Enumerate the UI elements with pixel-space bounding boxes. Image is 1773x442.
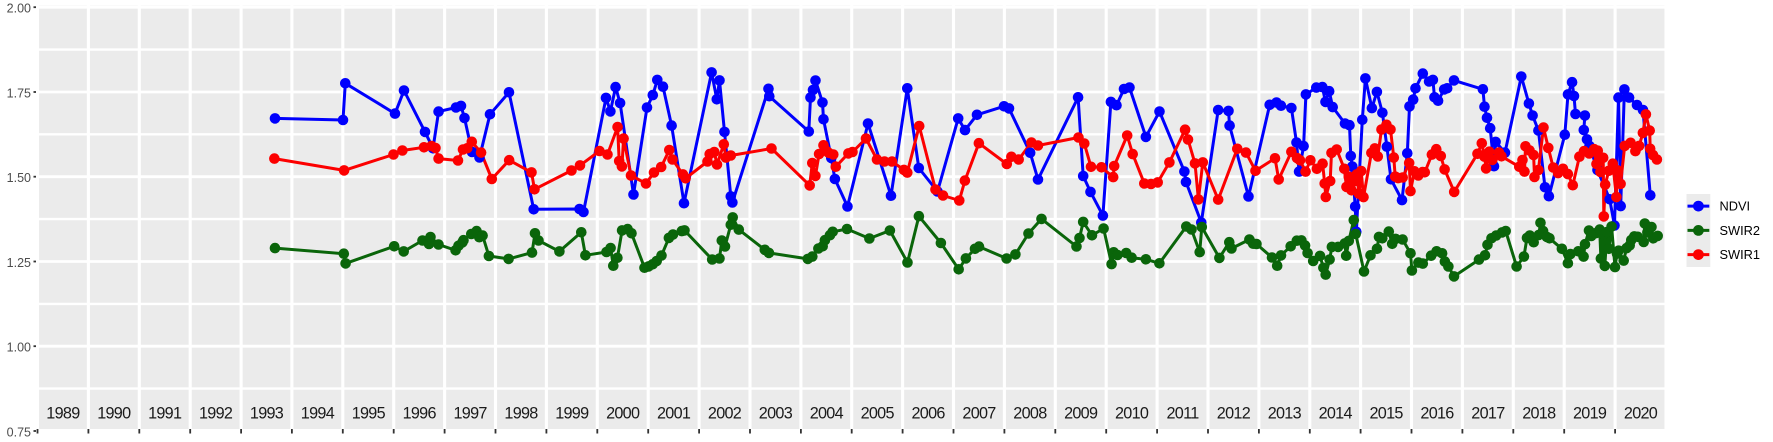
svg-text:2008: 2008 — [1013, 405, 1047, 423]
svg-text:2010: 2010 — [1115, 405, 1149, 423]
svg-text:SWIR2: SWIR2 — [1720, 223, 1761, 238]
svg-text:0.75: 0.75 — [7, 425, 31, 439]
svg-text:2013: 2013 — [1268, 405, 1302, 423]
svg-text:1999: 1999 — [555, 405, 589, 423]
svg-text:1.00: 1.00 — [7, 341, 31, 355]
svg-text:2020: 2020 — [1624, 405, 1658, 423]
svg-text:NDVI: NDVI — [1720, 199, 1751, 214]
svg-text:2014: 2014 — [1319, 405, 1353, 423]
svg-text:2012: 2012 — [1217, 405, 1251, 423]
svg-text:2009: 2009 — [1064, 405, 1098, 423]
svg-text:2019: 2019 — [1573, 405, 1607, 423]
svg-text:2005: 2005 — [861, 405, 895, 423]
svg-text:2000: 2000 — [606, 405, 640, 423]
svg-text:2003: 2003 — [759, 405, 793, 423]
svg-text:1998: 1998 — [504, 405, 538, 423]
svg-text:1989: 1989 — [46, 405, 80, 423]
svg-text:2.00: 2.00 — [7, 2, 31, 16]
svg-text:1992: 1992 — [199, 405, 233, 423]
svg-text:1.50: 1.50 — [7, 171, 31, 185]
svg-text:1993: 1993 — [250, 405, 284, 423]
svg-text:2001: 2001 — [657, 405, 691, 423]
svg-text:SWIR1: SWIR1 — [1720, 247, 1761, 262]
svg-text:2002: 2002 — [708, 405, 742, 423]
svg-text:1996: 1996 — [403, 405, 437, 423]
svg-text:1.75: 1.75 — [7, 86, 31, 100]
svg-text:2011: 2011 — [1166, 405, 1199, 423]
svg-text:2006: 2006 — [911, 405, 945, 423]
svg-text:1.25: 1.25 — [7, 256, 31, 270]
svg-text:2017: 2017 — [1471, 405, 1505, 423]
svg-text:2016: 2016 — [1420, 405, 1454, 423]
svg-text:2018: 2018 — [1522, 405, 1556, 423]
svg-text:1991: 1991 — [148, 405, 182, 423]
svg-text:1997: 1997 — [453, 405, 487, 423]
svg-text:2004: 2004 — [810, 405, 844, 423]
svg-text:1990: 1990 — [97, 405, 131, 423]
svg-text:1994: 1994 — [301, 405, 335, 423]
svg-text:1995: 1995 — [352, 405, 386, 423]
svg-text:2015: 2015 — [1369, 405, 1403, 423]
svg-text:2007: 2007 — [962, 405, 996, 423]
